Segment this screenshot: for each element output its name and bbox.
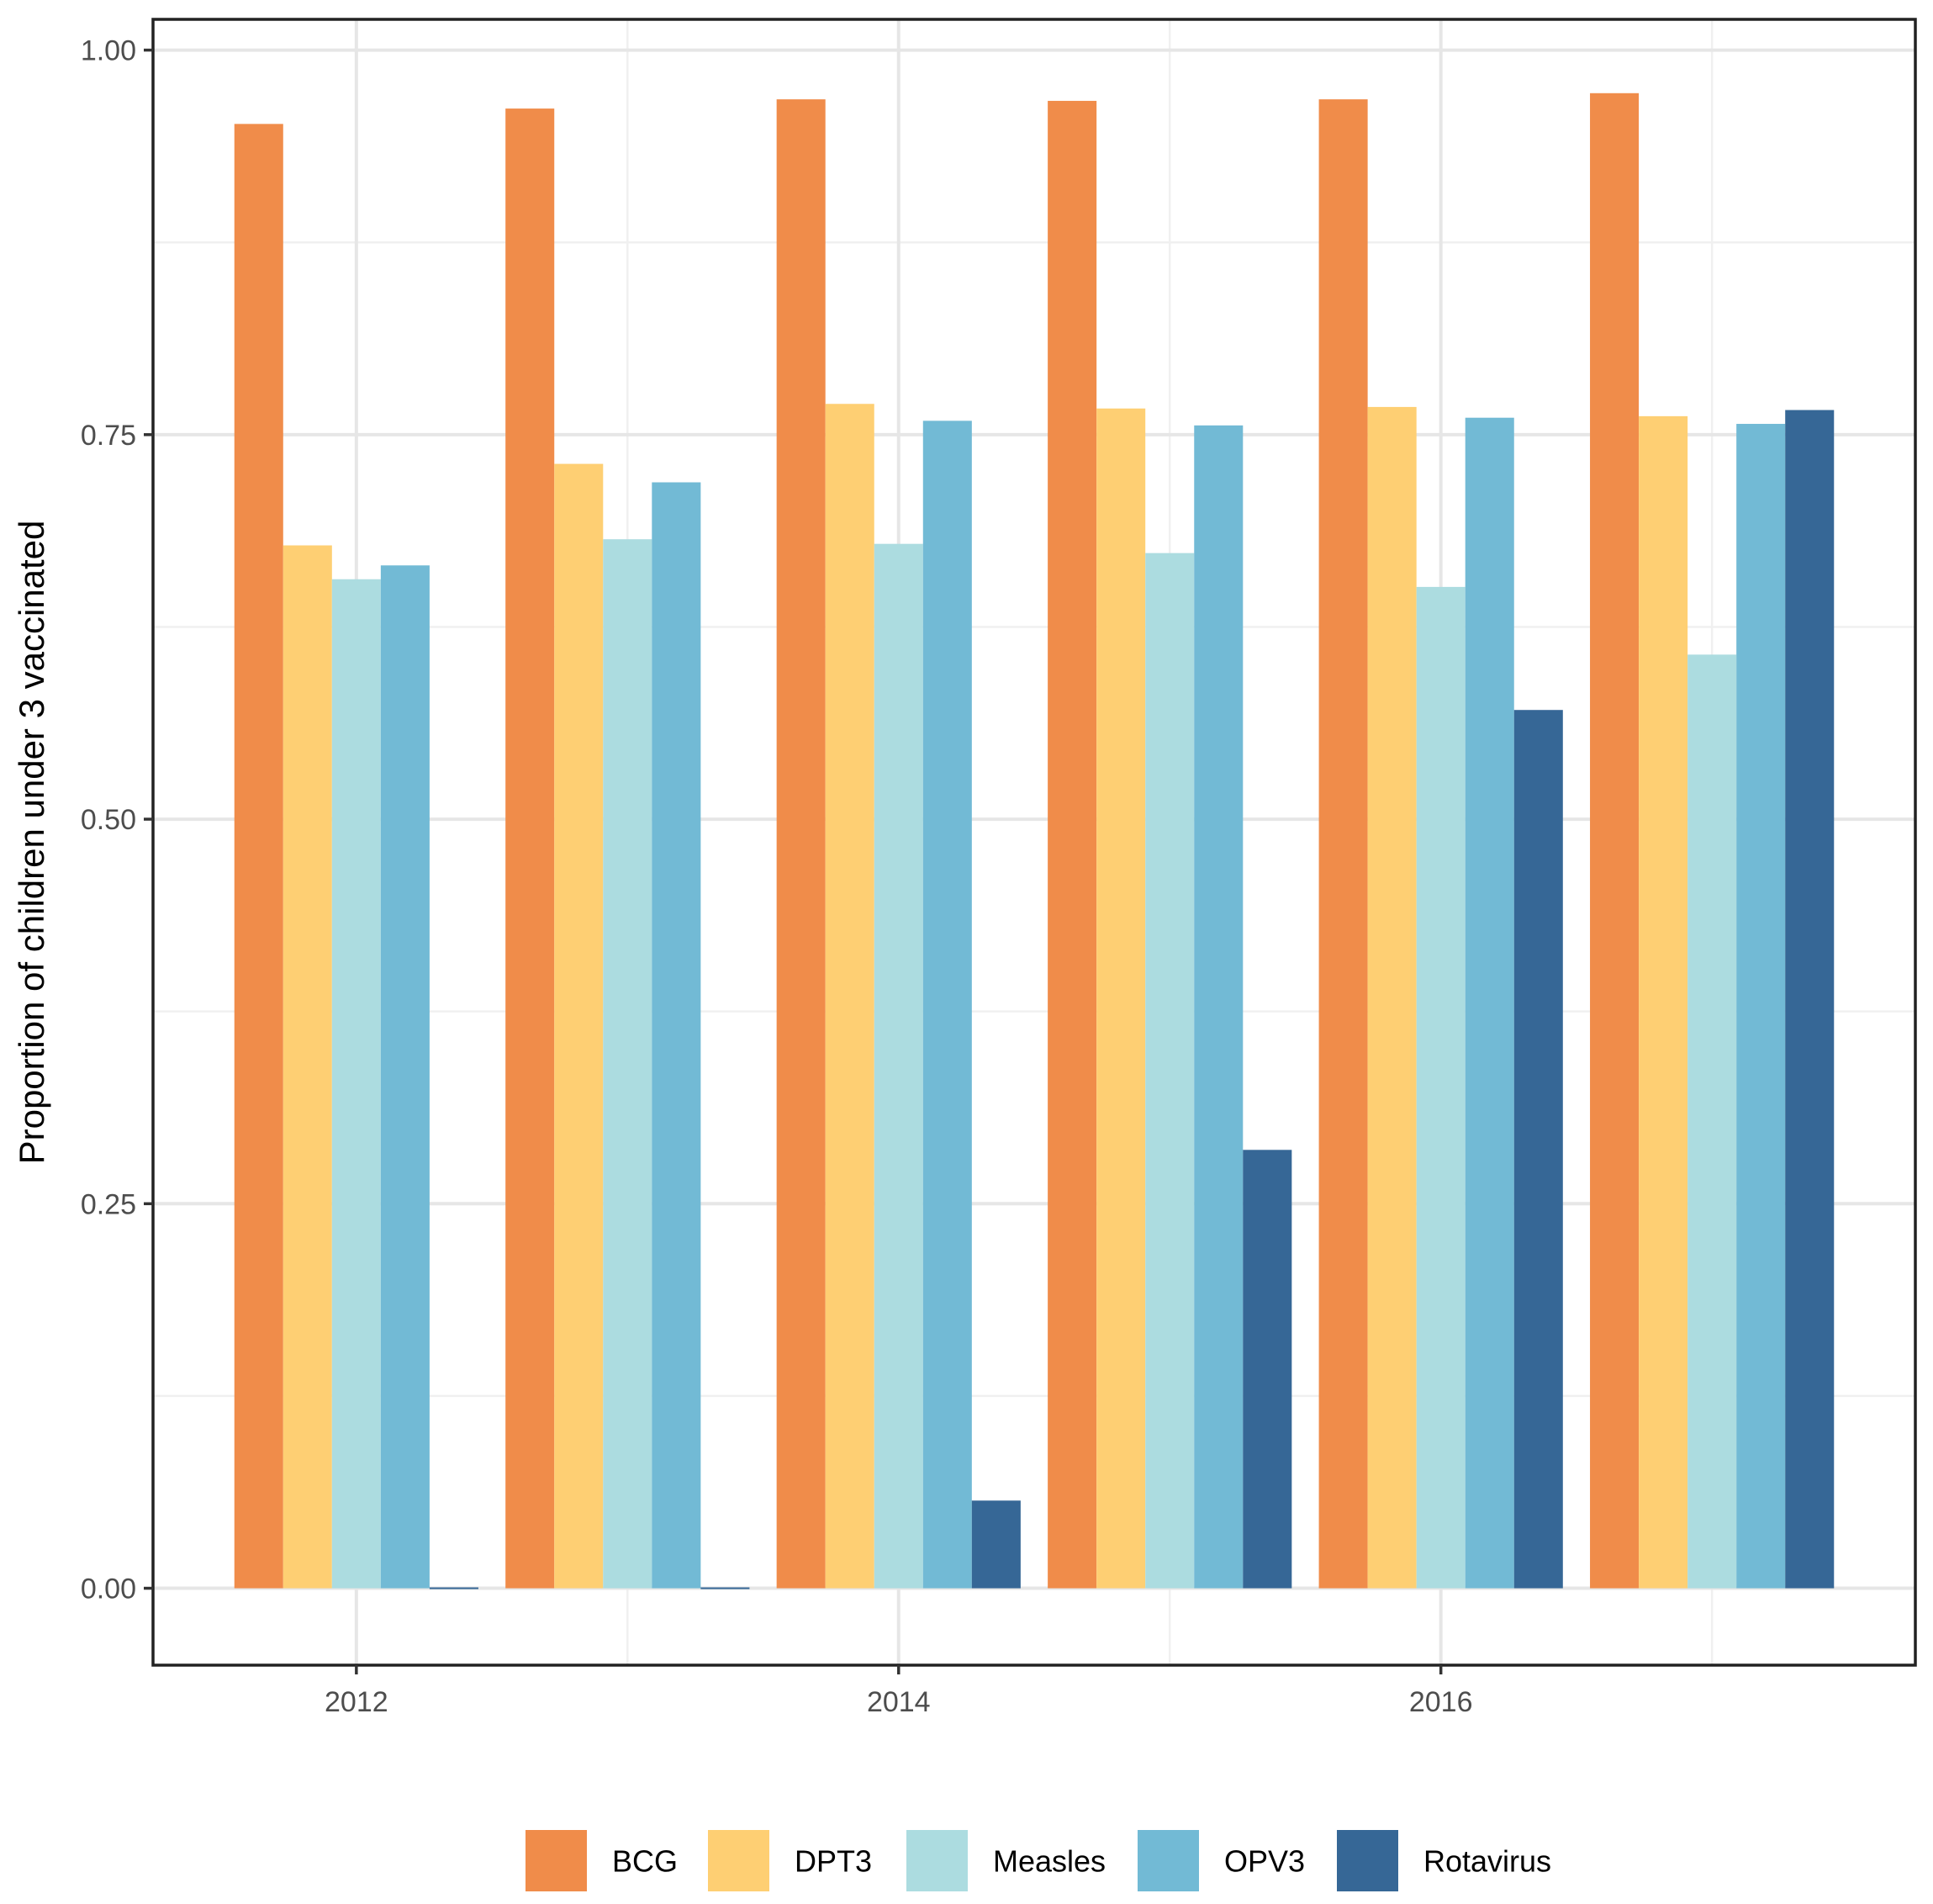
legend-key-measles: [906, 1830, 968, 1891]
y-tick-label: 1.00: [81, 35, 136, 67]
legend[interactable]: BCG DPT3 Measles OPV3 Rotavirus: [526, 1830, 1551, 1891]
y-tick-label: 0.50: [81, 804, 136, 836]
legend-item-bcg[interactable]: BCG: [526, 1830, 678, 1891]
x-tick-label: 2012: [325, 1686, 388, 1718]
bar-rotavirus-2013: [700, 1587, 750, 1589]
bar-opv3-2012: [380, 565, 430, 1589]
legend-item-dpt3[interactable]: DPT3: [708, 1830, 872, 1891]
bar-measles-2013: [603, 539, 652, 1589]
bar-opv3-2014: [922, 420, 972, 1589]
bar-dpt3-2014: [825, 404, 874, 1589]
y-tick-label: 0.25: [81, 1188, 136, 1220]
bar-dpt3-2015: [1096, 408, 1146, 1589]
bar-bcg-2014: [776, 99, 826, 1589]
legend-key-opv3: [1138, 1830, 1199, 1891]
bars: [234, 93, 1835, 1589]
bar-measles-2016: [1416, 586, 1466, 1589]
bar-bcg-2017: [1590, 93, 1640, 1589]
bar-dpt3-2012: [283, 545, 332, 1589]
bar-opv3-2013: [652, 482, 701, 1589]
legend-item-rotavirus[interactable]: Rotavirus: [1337, 1830, 1551, 1891]
bar-rotavirus-2016: [1513, 710, 1563, 1589]
bar-measles-2012: [331, 579, 381, 1589]
y-tick-label: 0.00: [81, 1573, 136, 1605]
legend-label: Measles: [993, 1844, 1106, 1879]
legend-label: BCG: [612, 1844, 678, 1879]
legend-item-opv3[interactable]: OPV3: [1138, 1830, 1305, 1891]
panel-border: [151, 18, 1917, 1667]
x-tick-label: 2014: [867, 1686, 931, 1718]
bar-opv3-2016: [1465, 417, 1514, 1589]
bar-bcg-2015: [1048, 100, 1097, 1589]
bar-rotavirus-2017: [1785, 410, 1835, 1589]
bar-rotavirus-2014: [971, 1500, 1021, 1589]
legend-label: OPV3: [1224, 1844, 1305, 1879]
bar-rotavirus-2015: [1243, 1150, 1292, 1589]
legend-label: DPT3: [795, 1844, 872, 1879]
y-axis: 0.00 0.25 0.50 0.75 1.00: [81, 35, 153, 1605]
legend-item-measles[interactable]: Measles: [906, 1830, 1106, 1891]
bar-opv3-2015: [1194, 425, 1244, 1589]
legend-key-bcg: [526, 1830, 587, 1891]
x-tick-label: 2016: [1409, 1686, 1473, 1718]
legend-key-rotavirus: [1337, 1830, 1398, 1891]
bar-bcg-2013: [505, 108, 555, 1589]
y-tick-label: 0.75: [81, 420, 136, 452]
bar-opv3-2017: [1736, 424, 1786, 1589]
bar-measles-2014: [874, 543, 923, 1589]
bar-measles-2017: [1687, 654, 1737, 1589]
bar-dpt3-2013: [554, 463, 604, 1589]
bar-dpt3-2016: [1367, 406, 1417, 1589]
legend-label: Rotavirus: [1423, 1844, 1551, 1879]
bar-measles-2015: [1145, 553, 1195, 1589]
legend-key-dpt3: [708, 1830, 769, 1891]
bar-rotavirus-2012: [429, 1587, 478, 1589]
bar-dpt3-2017: [1639, 415, 1688, 1589]
y-axis-title: Proportion of children under 3 vaccinate…: [12, 521, 51, 1165]
bar-bcg-2016: [1318, 99, 1368, 1589]
x-axis: 2012 2014 2016: [325, 1665, 1473, 1718]
bar-bcg-2012: [234, 124, 283, 1589]
